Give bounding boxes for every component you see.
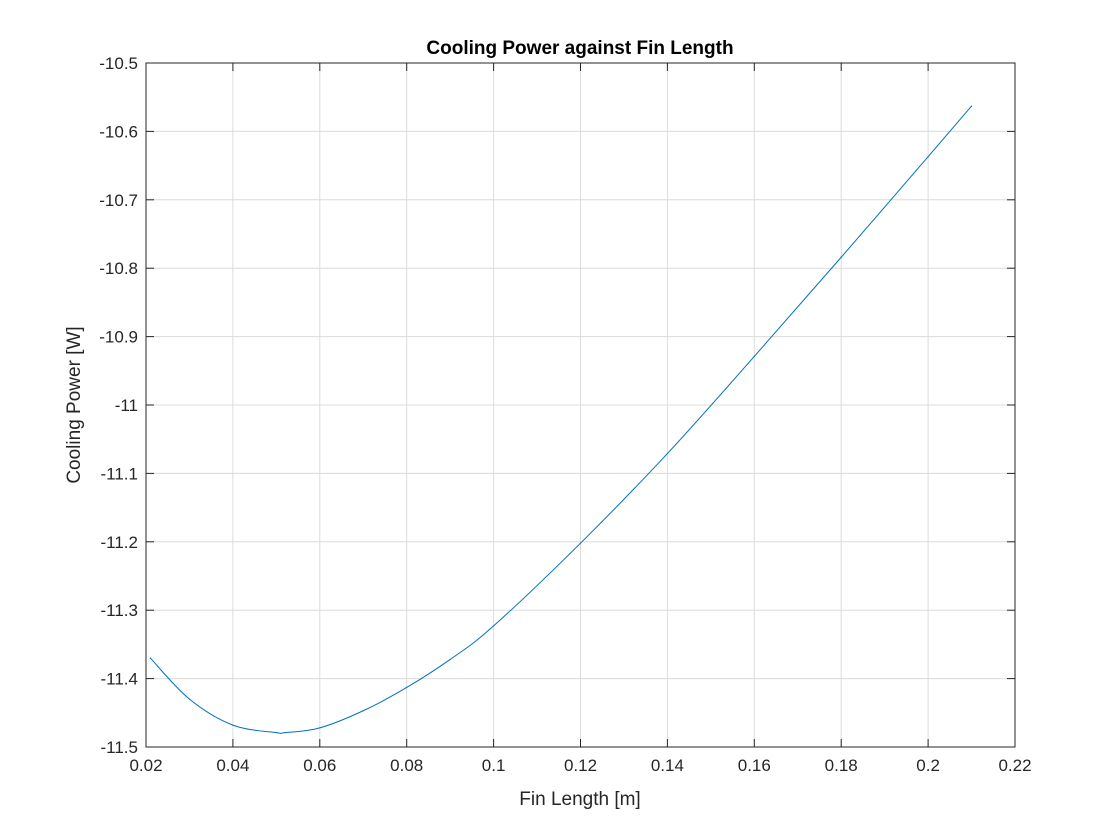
data-point: [493, 625, 495, 627]
data-point: [406, 686, 408, 689]
data-point: [666, 452, 669, 455]
series-line-0: [149, 105, 972, 734]
data-point: [188, 698, 191, 700]
y-tick-label: -11.1: [101, 464, 139, 483]
x-tick-label: 0.08: [390, 756, 423, 775]
y-tick-label: -10.5: [99, 54, 138, 73]
data-point: [284, 732, 286, 734]
data-point: [149, 657, 151, 659]
data-point: [275, 732, 277, 734]
y-tick-label: -11.3: [101, 601, 139, 620]
x-tick-label: 0.06: [303, 756, 336, 775]
series-layer: [149, 105, 973, 734]
y-tick-label: -11: [115, 396, 138, 415]
data-point: [579, 542, 582, 544]
x-tick-label: 0.14: [651, 756, 684, 775]
data-point: [449, 658, 451, 661]
data-point: [319, 727, 321, 729]
y-axis-label: Cooling Power [W]: [64, 326, 85, 483]
x-tick-label: 0.16: [738, 756, 771, 775]
x-tick-label: 0.04: [216, 756, 249, 775]
axis-ticks: [145, 62, 1016, 748]
y-tick-label: -10.7: [99, 191, 138, 210]
x-tick-label: 0.1: [482, 756, 506, 775]
x-tick-label: 0.2: [916, 756, 940, 775]
x-tick-label: 0.12: [564, 756, 597, 775]
x-tick-label: 0.22: [998, 756, 1031, 775]
chart-title: Cooling Power against Fin Length: [426, 38, 733, 59]
x-tick-label: 0.18: [825, 756, 858, 775]
data-point: [362, 710, 364, 712]
x-axis-label: Fin Length [m]: [519, 789, 640, 810]
y-tick-label: -10.8: [99, 259, 138, 278]
data-point: [927, 156, 929, 158]
x-axis-tick-labels: 0.02 0.04 0.06 0.08 0.1 0.12 0.14 0.16 0.18 0.2 0.…: [129, 756, 1031, 775]
y-tick-label: -11.5: [101, 738, 139, 757]
data-point: [970, 105, 973, 107]
y-tick-label: -10.6: [99, 122, 138, 141]
data-point: [840, 256, 842, 258]
y-tick-label: -11.4: [101, 670, 139, 689]
data-point: [753, 355, 755, 358]
data-point: [232, 724, 234, 726]
x-tick-label: 0.02: [129, 756, 162, 775]
y-axis-tick-labels: -10.5 -10.6 -10.7 -10.8 -10.9 -11 -11.1 -11.2 -1…: [99, 54, 138, 757]
y-tick-label: -10.9: [99, 328, 138, 347]
y-tick-label: -11.2: [101, 533, 139, 552]
